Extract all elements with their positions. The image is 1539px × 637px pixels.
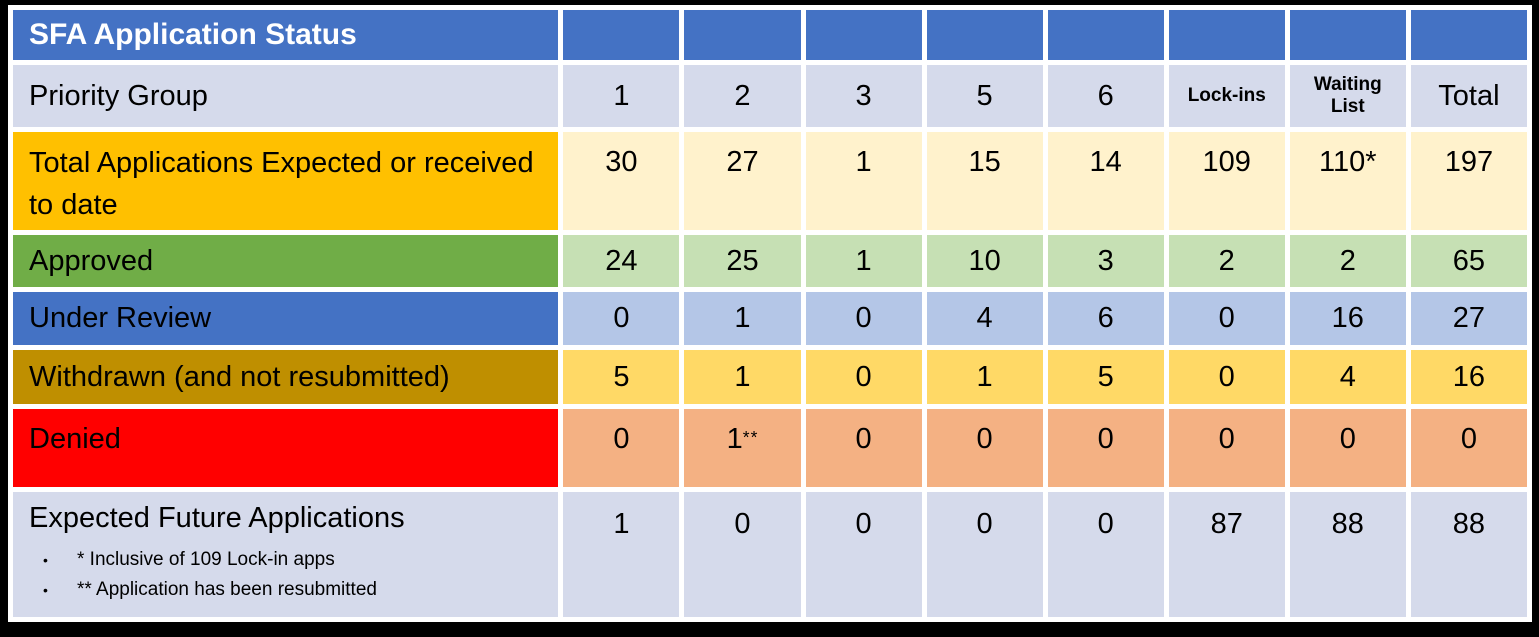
header-empty-cell <box>926 10 1043 60</box>
denied-cell: 0 <box>1047 409 1164 488</box>
header-row: SFA Application Status <box>13 10 1527 60</box>
approved-row: Approved 24 25 1 10 3 2 2 65 <box>13 235 1527 288</box>
under-review-row: Under Review 0 1 0 4 6 0 16 27 <box>13 292 1527 346</box>
approved-cell: 3 <box>1047 235 1164 288</box>
under-review-cell: 16 <box>1289 292 1406 346</box>
header-empty-cell <box>1168 10 1285 60</box>
expected-future-label-text: Expected Future Applications <box>29 502 405 535</box>
denied-cell: 0 <box>926 409 1043 488</box>
under-review-cell: 0 <box>1168 292 1285 346</box>
row-label-under-review: Under Review <box>13 292 559 346</box>
priority-group-row: Priority Group 1 2 3 5 6 Lock-ins Waitin… <box>13 65 1527 127</box>
withdrawn-cell: 16 <box>1410 350 1527 405</box>
withdrawn-cell: 1 <box>684 350 801 405</box>
col-header-group-5: 5 <box>926 65 1043 127</box>
under-review-cell: 6 <box>1047 292 1164 346</box>
under-review-cell: 0 <box>805 292 922 346</box>
denied-cell: 0 <box>1410 409 1527 488</box>
table-title: SFA Application Status <box>13 10 559 60</box>
total-applications-cell: 15 <box>926 132 1043 231</box>
col-header-group-2: 2 <box>684 65 801 127</box>
denied-value: 1 <box>726 423 743 456</box>
footnote-resubmitted: • ** Application has been resubmitted <box>29 575 548 604</box>
withdrawn-row: Withdrawn (and not resubmitted) 5 1 0 1 … <box>13 350 1527 405</box>
withdrawn-cell: 5 <box>563 350 680 405</box>
footnote-text: ** Application has been resubmitted <box>77 578 377 600</box>
approved-cell: 1 <box>805 235 922 288</box>
header-empty-cell <box>1410 10 1527 60</box>
under-review-cell: 0 <box>563 292 680 346</box>
row-label-approved: Approved <box>13 235 559 288</box>
col-header-group-6: 6 <box>1047 65 1164 127</box>
col-header-group-3: 3 <box>805 65 922 127</box>
footnote-text: * Inclusive of 109 Lock-in apps <box>77 549 335 571</box>
header-empty-cell <box>563 10 680 60</box>
under-review-cell: 4 <box>926 292 1043 346</box>
total-applications-cell: 30 <box>563 132 680 231</box>
under-review-cell: 27 <box>1410 292 1527 346</box>
approved-cell: 2 <box>1168 235 1285 288</box>
expected-future-cell: 0 <box>926 492 1043 617</box>
expected-future-cell: 88 <box>1410 492 1527 617</box>
total-applications-cell: 27 <box>684 132 801 231</box>
denied-cell: 1** <box>684 409 801 488</box>
total-applications-cell: 197 <box>1410 132 1527 231</box>
col-header-waiting-list: Waiting List <box>1289 65 1406 127</box>
priority-group-label: Priority Group <box>13 65 559 127</box>
denied-cell: 0 <box>563 409 680 488</box>
total-applications-row: Total Applications Expected or received … <box>13 132 1527 231</box>
denied-cell: 0 <box>1168 409 1285 488</box>
expected-future-cell: 0 <box>684 492 801 617</box>
sfa-application-status-table: SFA Application Status Priority Group 1 … <box>8 5 1532 622</box>
withdrawn-cell: 0 <box>805 350 922 405</box>
expected-future-cell: 0 <box>805 492 922 617</box>
under-review-cell: 1 <box>684 292 801 346</box>
header-empty-cell <box>1289 10 1406 60</box>
header-empty-cell <box>1047 10 1164 60</box>
row-label-denied: Denied <box>13 409 559 488</box>
row-label-total-applications: Total Applications Expected or received … <box>13 132 559 231</box>
expected-future-cell: 88 <box>1289 492 1406 617</box>
withdrawn-cell: 4 <box>1289 350 1406 405</box>
col-header-total: Total <box>1410 65 1527 127</box>
approved-cell: 24 <box>563 235 680 288</box>
footnote-lock-ins: • * Inclusive of 109 Lock-in apps <box>29 545 548 574</box>
total-applications-cell: 109 <box>1168 132 1285 231</box>
row-label-withdrawn: Withdrawn (and not resubmitted) <box>13 350 559 405</box>
denied-cell: 0 <box>1289 409 1406 488</box>
col-header-lock-ins: Lock-ins <box>1168 65 1285 127</box>
bullet-icon: • <box>43 581 48 598</box>
expected-future-cell: 1 <box>563 492 680 617</box>
double-asterisk-marker: ** <box>742 427 759 448</box>
header-empty-cell <box>805 10 922 60</box>
expected-future-cell: 0 <box>1047 492 1164 617</box>
approved-cell: 25 <box>684 235 801 288</box>
expected-future-row: Expected Future Applications • * Inclusi… <box>13 492 1527 617</box>
footnotes: • * Inclusive of 109 Lock-in apps • ** A… <box>29 545 548 604</box>
withdrawn-cell: 1 <box>926 350 1043 405</box>
total-applications-cell: 1 <box>805 132 922 231</box>
total-applications-cell: 110* <box>1289 132 1406 231</box>
approved-cell: 10 <box>926 235 1043 288</box>
withdrawn-cell: 5 <box>1047 350 1164 405</box>
expected-future-cell: 87 <box>1168 492 1285 617</box>
total-applications-cell: 14 <box>1047 132 1164 231</box>
row-label-expected-future: Expected Future Applications • * Inclusi… <box>13 492 559 617</box>
approved-cell: 65 <box>1410 235 1527 288</box>
header-empty-cell <box>684 10 801 60</box>
col-header-group-1: 1 <box>563 65 680 127</box>
denied-cell: 0 <box>805 409 922 488</box>
denied-row: Denied 0 1** 0 0 0 0 0 0 <box>13 409 1527 488</box>
bullet-icon: • <box>43 552 48 569</box>
withdrawn-cell: 0 <box>1168 350 1285 405</box>
approved-cell: 2 <box>1289 235 1406 288</box>
